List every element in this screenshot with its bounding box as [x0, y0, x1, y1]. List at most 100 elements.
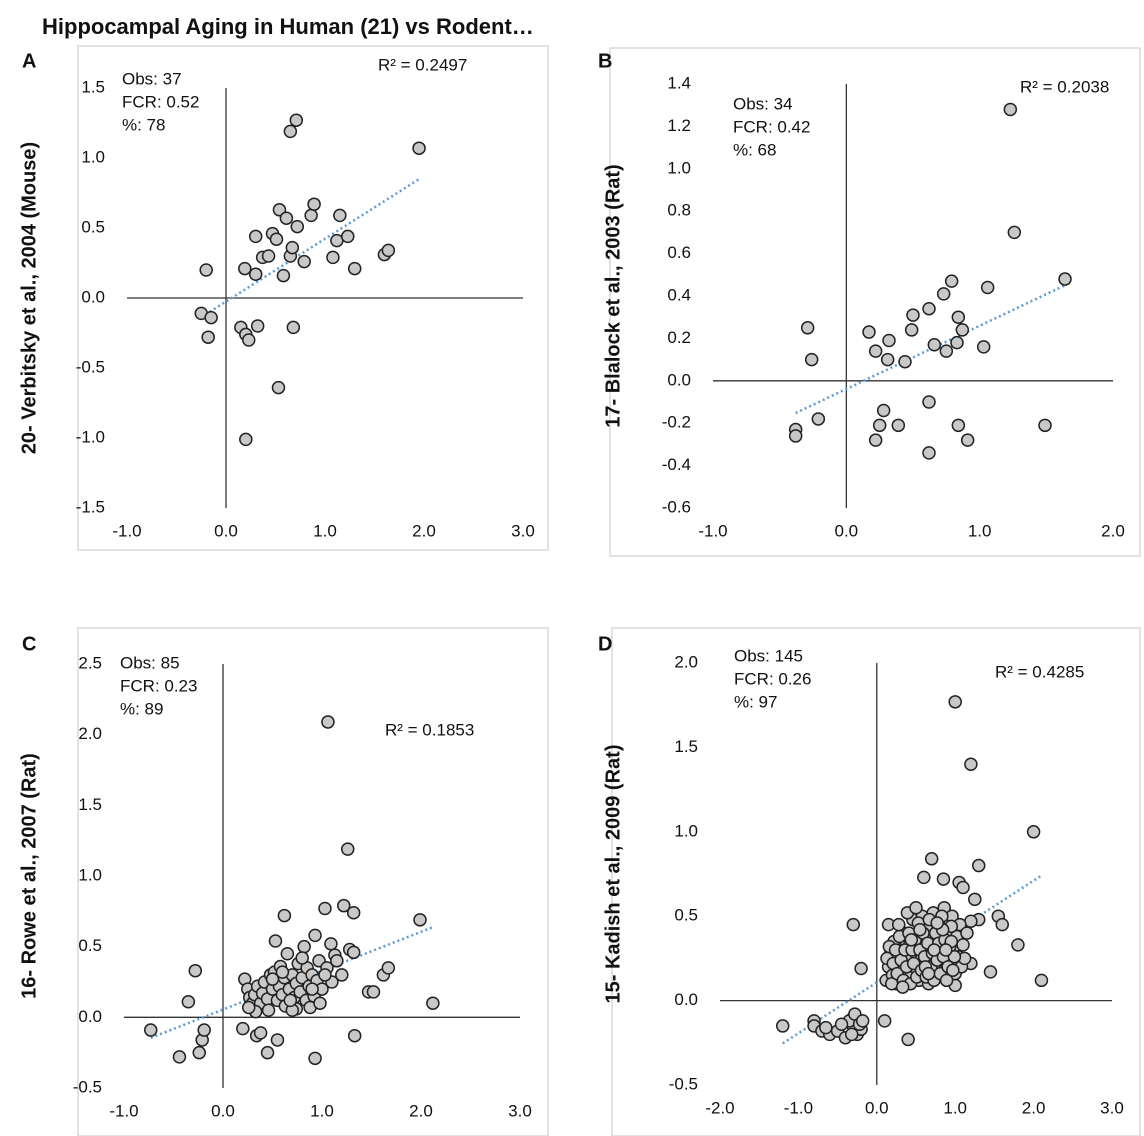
data-point	[964, 757, 978, 772]
data-point	[261, 249, 276, 263]
data-point	[277, 908, 292, 923]
data-point	[921, 966, 936, 981]
data-point	[1038, 418, 1052, 433]
panel: D 15- Kadish et al., 2009 (Rat) 2.0 1.5 1.0 0…	[598, 627, 1141, 1136]
data-point	[340, 842, 355, 856]
x-tick-label: 2.0	[412, 521, 436, 540]
data-point	[872, 418, 887, 433]
x-tick-label: 3.0	[508, 1101, 532, 1120]
data-point	[304, 208, 318, 223]
data-point	[844, 1027, 859, 1042]
data-point	[268, 934, 283, 948]
data-point	[283, 993, 298, 1008]
data-point	[939, 344, 954, 358]
data-point	[347, 1028, 362, 1043]
data-point	[412, 141, 426, 155]
data-point	[882, 333, 896, 348]
data-point	[906, 308, 920, 322]
data-point	[939, 973, 954, 988]
panel: C 16- Rowe et al., 2007 (Rat) 2.5 2.0 1.5 1.0…	[18, 627, 549, 1136]
r-squared: R² = 0.1853	[385, 720, 474, 739]
data-point	[936, 287, 951, 301]
x-tick-label: 1.0	[943, 1098, 967, 1117]
panel-frame	[609, 47, 1141, 557]
y-axis-label: 15- Kadish et al., 2009 (Rat)	[602, 745, 624, 1004]
annotation: FCR: 0.26	[734, 669, 811, 688]
data-point	[1026, 825, 1041, 839]
data-point	[241, 1000, 256, 1015]
data-point	[775, 1019, 790, 1033]
y-tick-label: -0.5	[73, 1077, 102, 1096]
data-point	[930, 916, 944, 930]
x-tick-label: 0.0	[835, 521, 859, 540]
data-point	[927, 338, 942, 352]
data-point	[898, 354, 912, 369]
figure-title: Hippocampal Aging in Human (21) vs Roden…	[42, 14, 534, 39]
data-point	[1007, 225, 1022, 240]
data-point	[192, 1045, 206, 1060]
x-tick-label: 2.0	[1022, 1098, 1046, 1117]
data-point	[960, 926, 974, 940]
data-point	[913, 922, 927, 937]
data-point	[341, 229, 355, 244]
panel: B 17- Blalock et al., 2003 (Rat) 1.4 1.2 1.0…	[598, 47, 1141, 557]
data-point	[948, 695, 962, 709]
y-tick-label: 0.5	[78, 936, 102, 955]
data-point	[922, 446, 936, 460]
r-squared: R² = 0.2497	[378, 55, 467, 74]
data-point	[248, 229, 263, 244]
data-point	[904, 933, 919, 947]
data-point	[308, 1051, 322, 1066]
y-tick-label: 0.4	[667, 285, 691, 304]
panel-frame	[77, 627, 549, 1136]
data-point	[944, 274, 959, 288]
data-point	[819, 1020, 833, 1035]
data-point	[381, 243, 396, 258]
annotation: Obs: 85	[120, 653, 180, 672]
data-point	[242, 333, 256, 347]
data-point	[271, 380, 286, 395]
data-point	[891, 418, 906, 433]
data-point	[788, 429, 803, 443]
data-point	[333, 208, 347, 223]
data-point	[904, 323, 919, 337]
data-point	[188, 963, 203, 978]
panel: A 20- Verbitsky et al., 2004 (Mouse) 1.5 1.…	[18, 45, 549, 551]
data-point	[347, 261, 362, 276]
data-point	[269, 232, 284, 246]
y-tick-label: -0.4	[662, 455, 691, 474]
data-point	[876, 403, 891, 418]
panel-frame	[77, 45, 549, 551]
data-point	[855, 1014, 870, 1028]
data-point	[279, 211, 294, 225]
y-tick-label: 1.0	[667, 158, 691, 177]
data-point	[297, 254, 311, 269]
panel-letter: C	[22, 633, 36, 655]
data-point	[289, 113, 304, 127]
data-point	[892, 917, 906, 932]
data-point	[285, 240, 300, 255]
y-tick-label: 1.5	[674, 737, 698, 756]
y-tick-label: -1.5	[76, 497, 105, 516]
data-point	[276, 268, 291, 283]
data-point	[275, 965, 290, 979]
data-point	[800, 321, 815, 335]
x-tick-label: 0.0	[214, 521, 238, 540]
data-point	[946, 963, 960, 977]
data-point	[335, 968, 349, 982]
data-point	[239, 432, 253, 447]
y-tick-label: 2.0	[674, 652, 698, 671]
data-point	[308, 928, 322, 943]
annotation: FCR: 0.52	[122, 92, 199, 111]
data-point	[955, 323, 970, 337]
x-tick-label: -1.0	[784, 1098, 813, 1117]
y-tick-label: 0.0	[81, 287, 105, 306]
data-point	[901, 1032, 915, 1047]
data-point	[305, 982, 319, 996]
annotation: FCR: 0.23	[120, 676, 197, 695]
data-point	[238, 261, 252, 276]
data-point	[1011, 938, 1025, 952]
y-axis-label: 16- Rowe et al., 2007 (Rat)	[18, 753, 40, 999]
data-point	[834, 1017, 849, 1031]
